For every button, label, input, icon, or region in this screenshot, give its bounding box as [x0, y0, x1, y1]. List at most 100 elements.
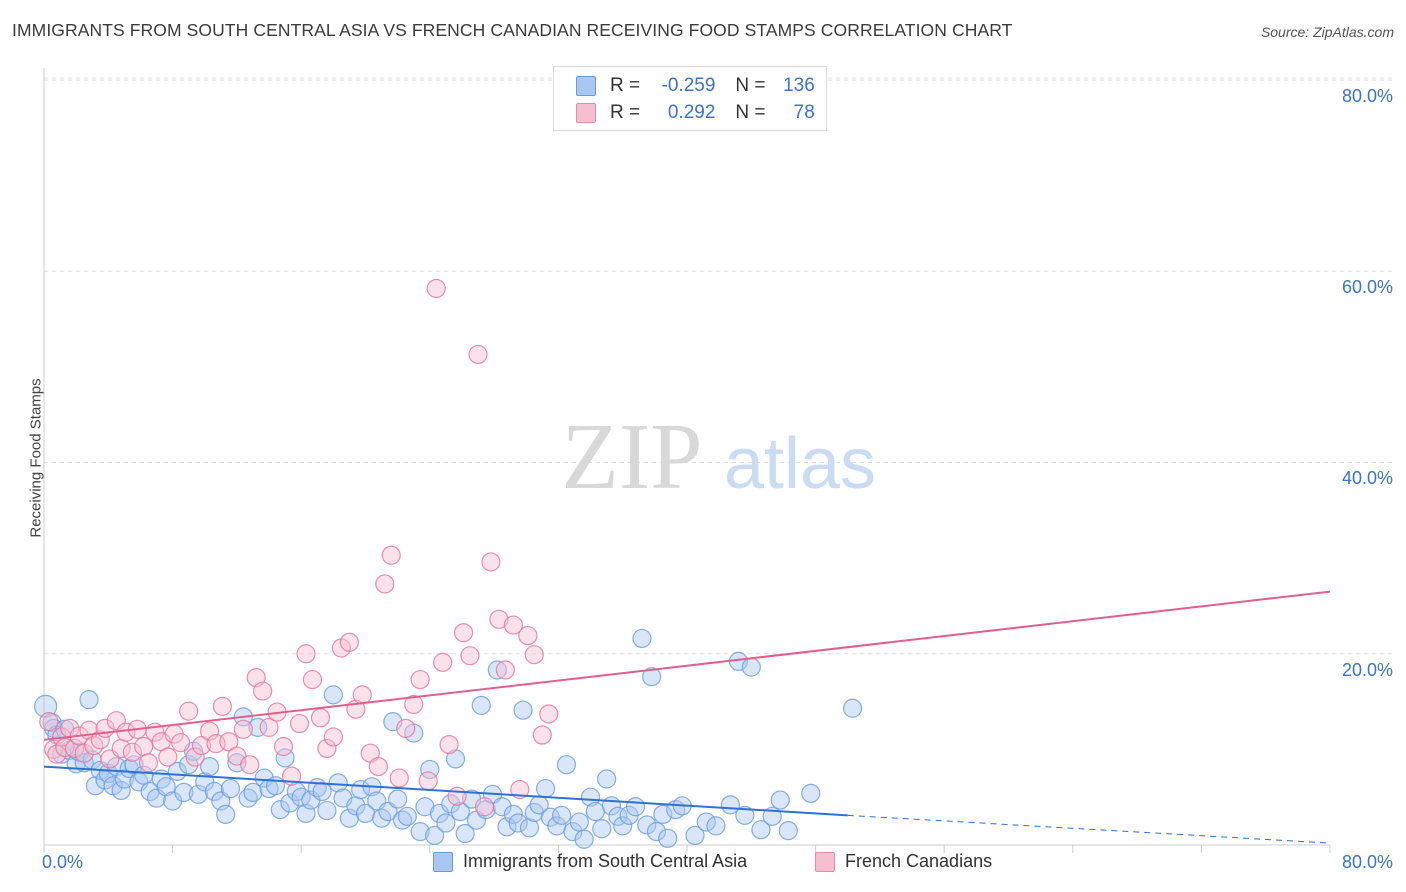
legend-n-label: N = — [735, 75, 766, 96]
data-point — [453, 623, 474, 643]
data-point — [532, 725, 552, 745]
data-point — [199, 756, 220, 777]
data-point — [474, 797, 495, 817]
watermark-zip: ZIP — [562, 405, 703, 509]
data-point — [404, 694, 424, 715]
data-point — [441, 794, 461, 814]
data-point — [253, 681, 273, 701]
data-point — [519, 818, 540, 838]
trend-line-blue-extension — [847, 814, 1331, 844]
data-point — [468, 344, 488, 365]
data-point — [455, 823, 475, 844]
data-point — [436, 813, 456, 833]
data-point — [613, 816, 633, 836]
data-point — [204, 781, 224, 802]
legend-r-label: R = — [610, 102, 641, 123]
data-point — [439, 734, 459, 755]
data-point — [741, 657, 761, 677]
data-point — [74, 743, 94, 763]
trend-line-blue — [43, 765, 848, 817]
data-point — [524, 645, 544, 665]
legend-swatch-pink — [576, 103, 596, 123]
data-point — [580, 787, 601, 807]
data-point — [323, 727, 343, 747]
data-point — [158, 747, 178, 767]
data-point — [450, 801, 470, 822]
data-point — [179, 701, 199, 721]
data-point — [842, 698, 863, 718]
data-point — [751, 820, 771, 840]
legend-r-value: 0.292 — [667, 102, 716, 123]
data-point — [495, 660, 515, 680]
data-point — [171, 733, 191, 753]
data-point — [368, 756, 388, 777]
data-point — [770, 790, 790, 810]
data-point — [592, 819, 612, 839]
data-point — [64, 738, 85, 759]
data-point — [138, 753, 159, 773]
grid-lines — [44, 77, 1392, 655]
data-point — [426, 278, 446, 299]
data-point — [539, 704, 559, 724]
data-point — [156, 777, 176, 797]
data-point — [574, 829, 594, 849]
series-french-canadians — [39, 278, 559, 817]
data-point — [646, 822, 667, 842]
correlation-legend: R = -0.259 N = 136 R = 0.292 N = 78 — [553, 66, 827, 131]
data-point — [39, 712, 59, 732]
data-point — [625, 797, 646, 817]
data-point — [642, 667, 662, 687]
data-point — [397, 806, 417, 826]
data-point — [510, 779, 530, 800]
data-point — [174, 782, 194, 803]
data-point — [735, 805, 755, 825]
data-point — [248, 717, 268, 737]
data-point — [685, 825, 705, 846]
legend-n-label: N = — [735, 102, 766, 123]
data-point — [191, 735, 212, 756]
data-point — [447, 786, 467, 806]
data-point — [597, 769, 617, 789]
bottom-legend-label-pink: French Canadians — [845, 851, 993, 871]
legend-row-pink: R = 0.292 N = 78 — [576, 101, 815, 125]
data-point — [296, 644, 316, 664]
data-point — [503, 615, 523, 635]
data-point — [212, 696, 233, 716]
watermark-atlas: atlas — [724, 424, 876, 504]
data-point — [778, 821, 798, 841]
data-point — [552, 805, 572, 825]
data-point — [653, 804, 673, 825]
data-point — [199, 721, 220, 741]
bottom-legend-swatch-pink — [815, 851, 835, 872]
data-point — [563, 822, 583, 842]
bottom-legend-label-blue: Immigrants from South Central Asia — [463, 851, 748, 871]
data-point — [317, 800, 337, 821]
data-point — [254, 768, 274, 788]
data-point — [410, 669, 430, 690]
legend-n-value: 78 — [793, 102, 815, 123]
data-point — [220, 778, 241, 799]
data-point — [535, 778, 556, 799]
data-point — [445, 749, 466, 769]
data-point — [425, 825, 445, 846]
data-point — [396, 718, 416, 738]
data-point — [259, 717, 279, 737]
data-point — [219, 732, 239, 752]
chart-source: Source: ZipAtlas.com — [1260, 24, 1394, 40]
data-point — [240, 755, 260, 775]
data-point — [34, 694, 58, 718]
y-tick-60: 60.0% — [1341, 277, 1393, 297]
chart-title: IMMIGRANTS FROM SOUTH CENTRAL ASIA VS FR… — [12, 20, 1013, 40]
data-point — [216, 804, 236, 825]
data-point — [280, 793, 300, 813]
bottom-legend-blue: Immigrants from South Central Asia — [433, 851, 747, 872]
data-point — [418, 771, 438, 791]
y-tick-20: 20.0% — [1341, 660, 1393, 680]
legend-swatch-blue — [576, 76, 596, 96]
data-point — [508, 813, 528, 833]
data-point — [632, 628, 652, 649]
data-point — [497, 817, 517, 837]
x-tick-0: 0.0% — [42, 852, 84, 872]
data-point — [658, 828, 678, 848]
data-point — [801, 783, 821, 803]
